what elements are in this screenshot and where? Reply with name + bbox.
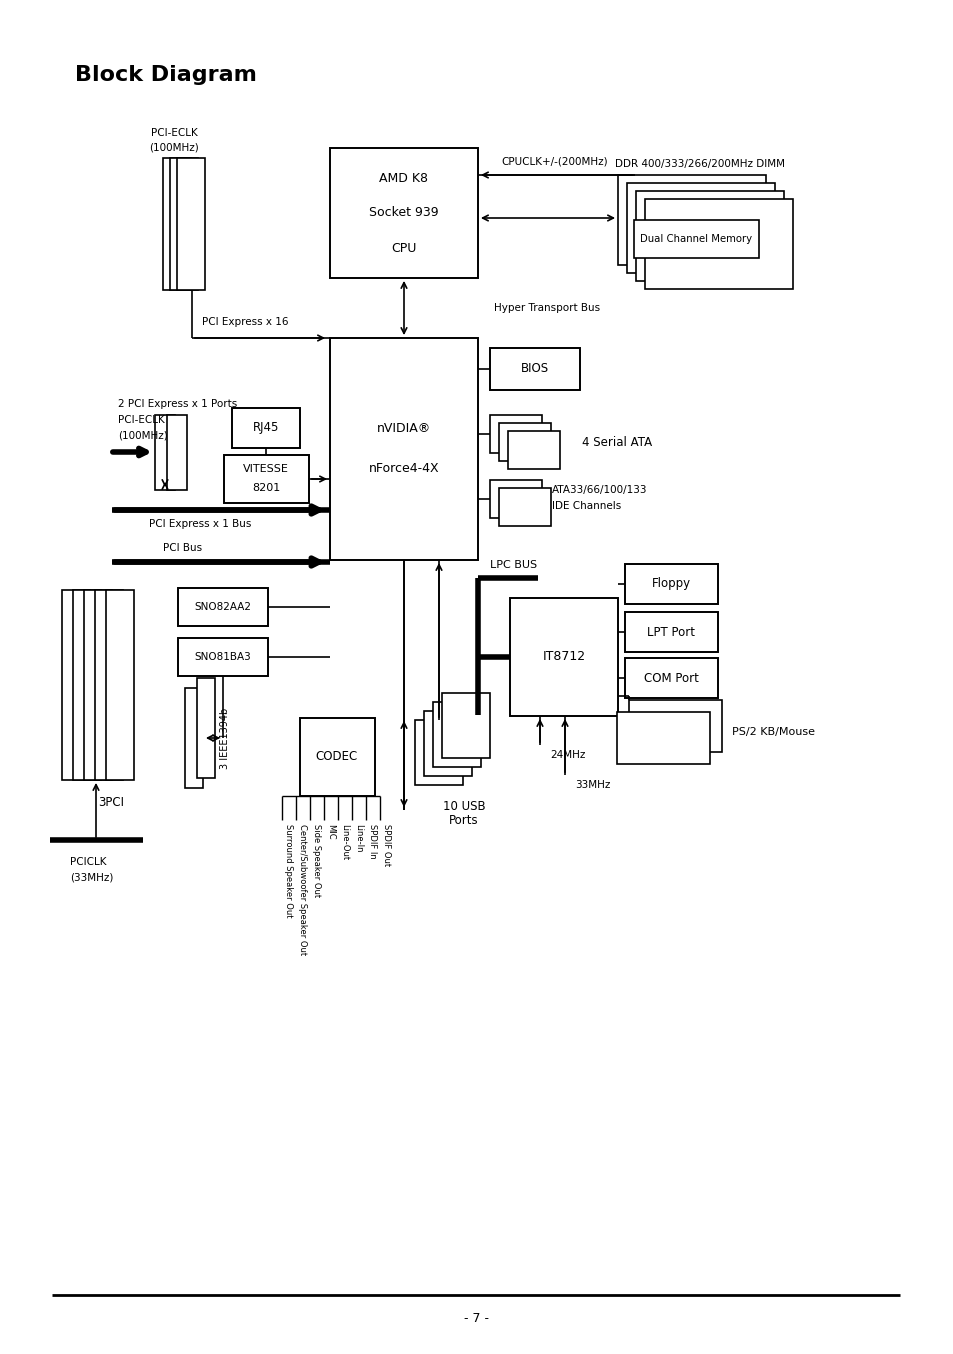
- Text: Line-Out: Line-Out: [339, 825, 349, 860]
- Text: DDR 400/333/266/200MHz DIMM: DDR 400/333/266/200MHz DIMM: [615, 158, 784, 169]
- Text: SPDIF In: SPDIF In: [368, 825, 376, 858]
- Text: Floppy: Floppy: [651, 578, 690, 590]
- Text: (100MHz): (100MHz): [118, 431, 168, 440]
- Bar: [224, 455, 309, 502]
- Bar: [626, 183, 774, 274]
- Text: Socket 939: Socket 939: [369, 207, 438, 219]
- Text: - 7 -: - 7 -: [464, 1312, 489, 1324]
- Text: Ports: Ports: [449, 815, 478, 827]
- Bar: [628, 700, 721, 751]
- Bar: [62, 590, 90, 780]
- Bar: [634, 219, 759, 259]
- Bar: [84, 590, 112, 780]
- Text: CPU: CPU: [391, 241, 416, 255]
- Text: 3PCI: 3PCI: [98, 796, 124, 808]
- Text: COM Port: COM Port: [643, 672, 698, 685]
- Bar: [441, 693, 490, 758]
- Text: Center/Subwoofer Speaker Out: Center/Subwoofer Speaker Out: [297, 825, 307, 955]
- Text: MIC: MIC: [326, 825, 335, 839]
- Text: (100MHz): (100MHz): [149, 144, 198, 153]
- Text: IT8712: IT8712: [542, 650, 585, 663]
- Bar: [507, 431, 559, 468]
- Text: PCICLK: PCICLK: [70, 857, 107, 867]
- Text: Block Diagram: Block Diagram: [75, 65, 256, 85]
- Text: Hyper Transport Bus: Hyper Transport Bus: [494, 303, 599, 313]
- Text: SNO82AA2: SNO82AA2: [194, 603, 252, 612]
- Text: 2 PCI Express x 1 Ports: 2 PCI Express x 1 Ports: [118, 399, 237, 409]
- Bar: [106, 590, 133, 780]
- Bar: [299, 718, 375, 796]
- Bar: [163, 158, 191, 290]
- Text: (33MHz): (33MHz): [70, 873, 113, 883]
- Bar: [490, 481, 541, 519]
- Text: CPUCLK+/-(200MHz): CPUCLK+/-(200MHz): [501, 157, 608, 167]
- Bar: [177, 158, 205, 290]
- Text: LPT Port: LPT Port: [646, 626, 695, 639]
- Bar: [178, 588, 268, 626]
- Bar: [423, 711, 472, 776]
- Text: 10 USB: 10 USB: [442, 800, 485, 814]
- Text: Surround Speaker Out: Surround Speaker Out: [284, 825, 293, 918]
- Text: 3 IEEE1394b: 3 IEEE1394b: [220, 707, 230, 769]
- Bar: [498, 422, 551, 460]
- Text: BIOS: BIOS: [520, 363, 549, 375]
- Bar: [490, 348, 579, 390]
- Bar: [624, 658, 718, 699]
- Text: SNO81BA3: SNO81BA3: [194, 653, 251, 662]
- Text: PCI Express x 16: PCI Express x 16: [201, 317, 288, 328]
- Text: PS/2 KB/Mouse: PS/2 KB/Mouse: [731, 727, 814, 737]
- Bar: [624, 565, 718, 604]
- Text: VITESSE: VITESSE: [243, 464, 289, 474]
- Text: RJ45: RJ45: [253, 421, 279, 435]
- Bar: [510, 598, 618, 716]
- Text: SPDIF Out: SPDIF Out: [381, 825, 391, 867]
- Text: CODEC: CODEC: [315, 750, 357, 764]
- Bar: [330, 338, 477, 561]
- Text: PCI Express x 1 Bus: PCI Express x 1 Bus: [149, 519, 251, 529]
- Bar: [185, 688, 203, 788]
- Bar: [415, 720, 462, 785]
- Bar: [636, 191, 783, 282]
- Bar: [433, 701, 480, 766]
- Text: PCI Bus: PCI Bus: [163, 543, 202, 552]
- Text: nForce4-4X: nForce4-4X: [368, 462, 438, 474]
- Text: Dual Channel Memory: Dual Channel Memory: [639, 234, 751, 244]
- Bar: [196, 678, 214, 779]
- Bar: [170, 158, 198, 290]
- Text: IDE Channels: IDE Channels: [552, 501, 620, 510]
- Text: 33MHz: 33MHz: [575, 780, 610, 789]
- Bar: [232, 408, 299, 448]
- Bar: [617, 712, 709, 764]
- Bar: [624, 612, 718, 653]
- Bar: [95, 590, 123, 780]
- Bar: [644, 199, 792, 288]
- Text: 4 Serial ATA: 4 Serial ATA: [581, 436, 652, 448]
- Text: nVIDIA®: nVIDIA®: [376, 421, 431, 435]
- Bar: [178, 638, 268, 676]
- Bar: [154, 414, 174, 490]
- Text: PCI-ECLK: PCI-ECLK: [151, 129, 197, 138]
- Bar: [498, 487, 551, 525]
- Text: ATA33/66/100/133: ATA33/66/100/133: [552, 485, 647, 496]
- Bar: [167, 414, 187, 490]
- Bar: [330, 148, 477, 278]
- Text: Line-In: Line-In: [354, 825, 363, 853]
- Bar: [73, 590, 101, 780]
- Bar: [618, 175, 765, 265]
- Text: PCI-ECLK: PCI-ECLK: [118, 414, 165, 425]
- Text: 8201: 8201: [252, 483, 280, 493]
- Text: LPC BUS: LPC BUS: [490, 561, 537, 570]
- Text: Side Speaker Out: Side Speaker Out: [312, 825, 320, 898]
- Text: AMD K8: AMD K8: [379, 172, 428, 184]
- Text: 24MHz: 24MHz: [550, 750, 585, 760]
- Bar: [490, 414, 541, 454]
